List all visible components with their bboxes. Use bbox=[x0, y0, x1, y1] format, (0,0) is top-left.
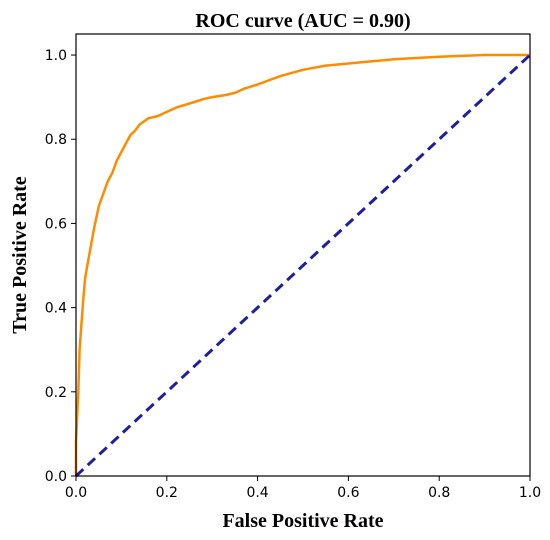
plot-frame bbox=[75, 33, 531, 477]
x-tick-label: 0.6 bbox=[337, 485, 359, 501]
plot-area bbox=[74, 53, 532, 478]
chart-title: ROC curve (AUC = 0.90) bbox=[195, 10, 410, 32]
axis-ticks: 0.0 0.2 0.4 0.6 0.8 1.0 0.0 0.2 0.4 0.6 0.8 1.0 bbox=[45, 48, 541, 501]
x-axis-label: False Positive Rate bbox=[222, 510, 383, 532]
y-tick-label: 0.8 bbox=[45, 132, 67, 148]
y-tick-label: 0.6 bbox=[45, 216, 67, 232]
x-tick-label: 0.8 bbox=[428, 485, 450, 501]
y-tick-label: 1.0 bbox=[45, 48, 67, 64]
y-axis-label: True Positive Rate bbox=[9, 176, 31, 333]
y-tick-label: 0.0 bbox=[45, 469, 67, 485]
x-tick-label: 1.0 bbox=[519, 485, 541, 501]
x-tick-label: 0.0 bbox=[65, 485, 87, 501]
roc-curve-line bbox=[74, 53, 530, 476]
y-tick-label: 0.2 bbox=[45, 385, 67, 401]
chance-line bbox=[74, 53, 532, 478]
x-tick-label: 0.4 bbox=[246, 485, 268, 501]
x-tick-label: 0.2 bbox=[156, 485, 178, 501]
y-tick-label: 0.4 bbox=[45, 301, 67, 317]
